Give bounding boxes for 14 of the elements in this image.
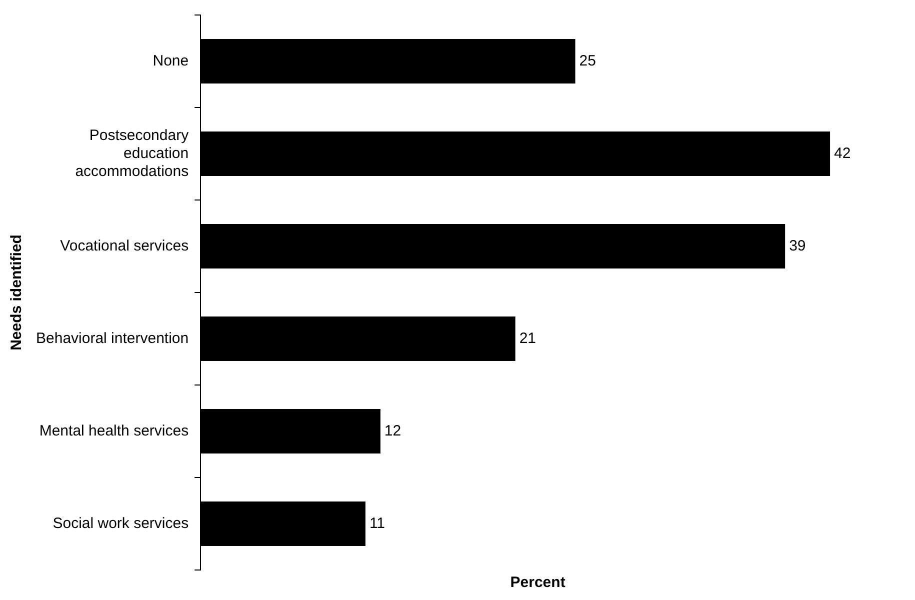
data-label: 39 xyxy=(789,237,806,254)
y-tick-label: Vocational services xyxy=(60,237,189,254)
y-axis-title: Needs identified xyxy=(8,234,26,350)
data-label: 12 xyxy=(384,422,402,440)
y-tick-label: Social work services xyxy=(52,514,189,532)
y-tick-label: Mental health services xyxy=(39,422,189,440)
data-label: 25 xyxy=(579,52,596,70)
y-tick-label: None xyxy=(152,52,189,70)
y-tick-label: Behavioral intervention xyxy=(36,330,189,347)
data-label: 11 xyxy=(369,514,386,532)
y-tick-label: Postsecondary education accommodations xyxy=(75,126,190,180)
data-label: 42 xyxy=(834,144,851,162)
x-axis-title: Percent xyxy=(510,574,566,592)
data-label: 21 xyxy=(519,330,536,347)
